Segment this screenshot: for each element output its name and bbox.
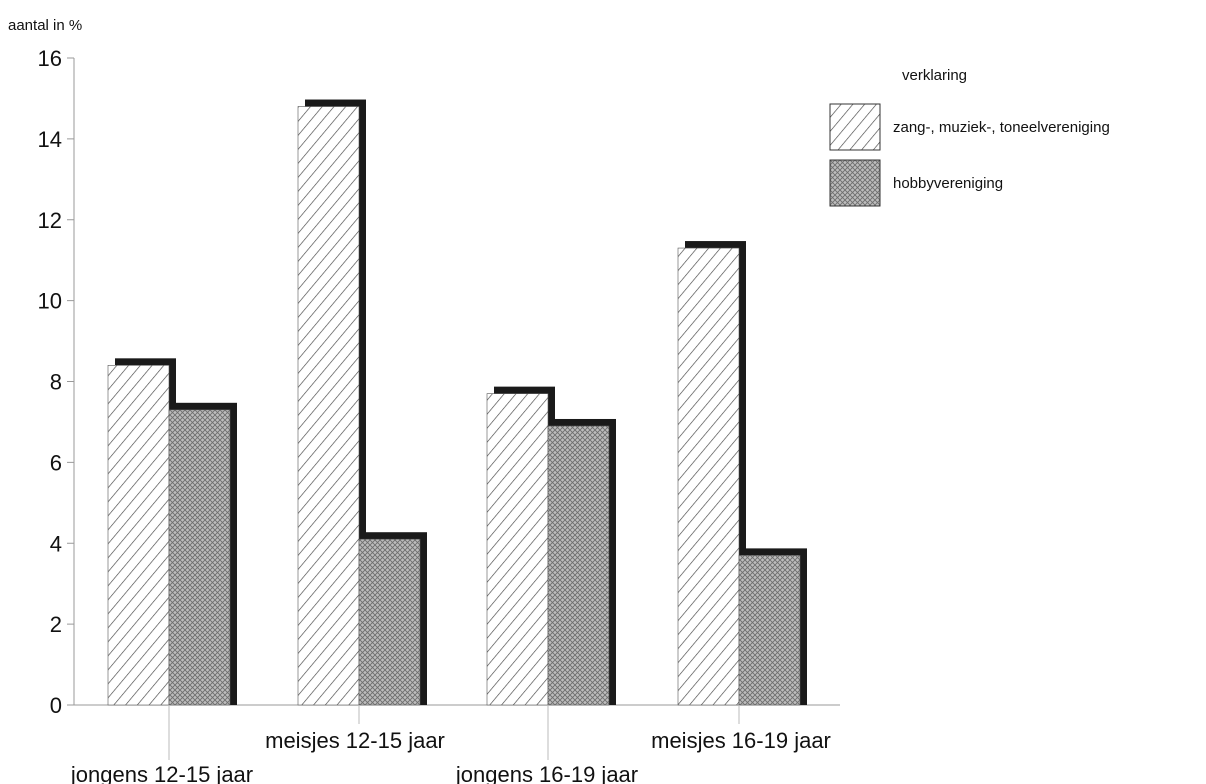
legend: verklaring zang-, muziek-, toneelverenig… — [829, 67, 1110, 207]
legend-label-hobbyvereniging: hobbyvereniging — [893, 175, 1003, 192]
bar-face — [168, 409, 231, 706]
bar-hobbyvereniging-meisjes-12-15-jaar — [358, 532, 427, 706]
bar-zang-muziek-toneelvereniging-jongens-12-15-jaar — [107, 358, 176, 706]
bar-face — [358, 538, 421, 706]
y-tick-label-10: 10 — [38, 289, 62, 314]
y-tick-label-16: 16 — [38, 46, 62, 71]
y-axis-label: aantal in % — [8, 17, 82, 34]
y-tick-label-8: 8 — [50, 370, 62, 395]
y-tick-label-6: 6 — [50, 450, 62, 475]
bar-zang-muziek-toneelvereniging-meisjes-16-19-jaar — [677, 241, 746, 706]
legend-label-zang-muziek-toneelvereniging: zang-, muziek-, toneelvereniging — [893, 119, 1110, 136]
bar-face — [738, 555, 801, 706]
x-axis-labels: jongens 12-15 jaar meisjes 12-15 jaar jong… — [70, 705, 831, 784]
bar-face — [107, 365, 170, 706]
legend-swatch-zang-muziek-toneelvereniging — [829, 103, 881, 151]
y-tick-label-0: 0 — [50, 693, 62, 718]
y-tick-label-12: 12 — [38, 208, 62, 233]
bar-hobbyvereniging-jongens-12-15-jaar — [168, 402, 237, 706]
y-tick-label-2: 2 — [50, 612, 62, 637]
x-tick-label-jongens-12-15-jaar: jongens 12-15 jaar — [70, 762, 253, 784]
bars — [107, 99, 807, 706]
bar-zang-muziek-toneelvereniging-jongens-16-19-jaar — [486, 386, 555, 706]
bar-hobbyvereniging-jongens-16-19-jaar — [547, 418, 616, 706]
bar-face — [297, 106, 360, 706]
legend-swatch-hobbyvereniging — [829, 159, 881, 207]
x-tick-label-meisjes-16-19-jaar: meisjes 16-19 jaar — [651, 728, 831, 753]
y-tick-label-4: 4 — [50, 531, 62, 556]
x-tick-label-jongens-16-19-jaar: jongens 16-19 jaar — [455, 762, 638, 784]
y-tick-label-14: 14 — [38, 127, 62, 152]
bar-zang-muziek-toneelvereniging-meisjes-12-15-jaar — [297, 99, 366, 706]
x-tick-label-meisjes-12-15-jaar: meisjes 12-15 jaar — [265, 728, 445, 753]
bar-face — [677, 247, 740, 706]
axes: 0 2 4 6 8 10 12 14 16 — [38, 46, 840, 718]
bar-face — [486, 393, 549, 706]
legend-title: verklaring — [902, 67, 967, 84]
bar-hobbyvereniging-meisjes-16-19-jaar — [738, 548, 807, 706]
bar-face — [547, 425, 610, 706]
